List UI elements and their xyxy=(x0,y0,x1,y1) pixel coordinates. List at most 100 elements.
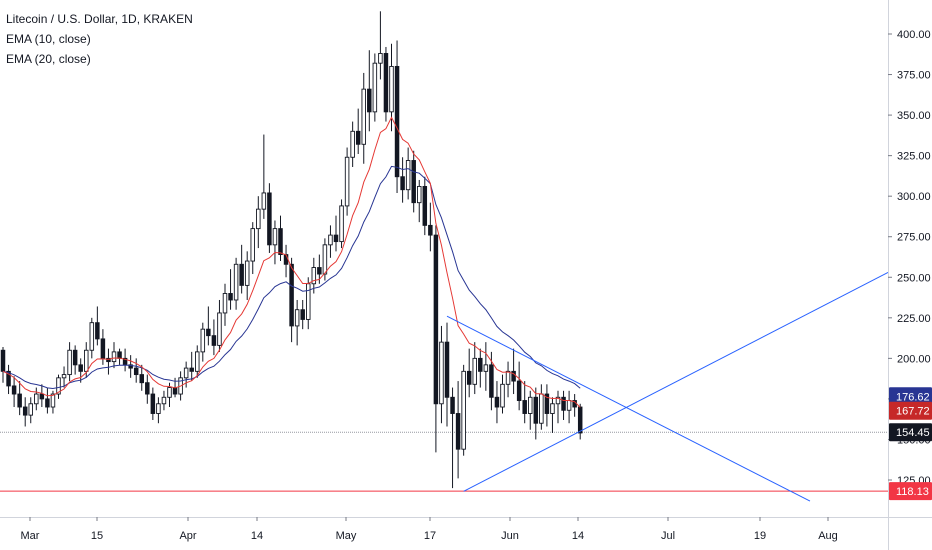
candle xyxy=(311,257,317,294)
candle xyxy=(555,390,561,424)
candle xyxy=(577,403,583,440)
candle-body xyxy=(555,396,561,405)
descending-trendline xyxy=(446,315,811,502)
candle-body xyxy=(278,228,283,256)
candle-body xyxy=(428,224,433,236)
candle-body xyxy=(78,364,83,372)
candle-body xyxy=(461,370,466,450)
candle-body xyxy=(383,53,389,113)
candle-body xyxy=(272,228,278,246)
candle xyxy=(139,364,144,391)
candle-body xyxy=(577,406,583,434)
candle xyxy=(544,384,550,427)
candle-body xyxy=(261,192,267,210)
support-price-badge[interactable]: 118.13 xyxy=(889,482,932,501)
ema20-legend[interactable]: EMA (20, close) xyxy=(6,52,91,66)
candle xyxy=(444,322,450,427)
candle-body xyxy=(394,65,400,178)
candle-body xyxy=(317,267,322,275)
candle xyxy=(34,387,39,411)
candle-body xyxy=(22,406,28,416)
candle-body xyxy=(72,349,78,366)
candle-body xyxy=(95,322,100,340)
time-tick-label: 17 xyxy=(424,530,436,542)
candle-body xyxy=(56,377,61,395)
candle xyxy=(111,342,117,369)
price-tick-label: 300.00 xyxy=(897,191,931,203)
candle-body xyxy=(339,205,344,243)
candle-body xyxy=(494,396,500,408)
candle-body xyxy=(45,398,50,408)
candle-body xyxy=(139,374,144,384)
candle-body xyxy=(133,367,139,376)
candle-body xyxy=(400,176,405,191)
symbol-title[interactable]: Litecoin / U.S. Dollar, 1D, KRAKEN xyxy=(6,12,193,26)
candle xyxy=(572,394,577,417)
candle-body xyxy=(561,396,566,411)
time-tick-label: Apr xyxy=(179,530,196,542)
last-price-badge[interactable]: 154.45 xyxy=(889,423,932,442)
candle xyxy=(394,40,400,193)
candle xyxy=(339,199,344,249)
ema20-price-badge-box xyxy=(889,387,932,406)
candle-body xyxy=(228,293,233,301)
candle-body xyxy=(361,88,367,145)
candle xyxy=(516,361,522,411)
price-axis[interactable]: 400.00 375.00 350.00 325.00 300.00 275.00 250.… xyxy=(888,0,931,550)
candle xyxy=(522,381,527,424)
ema10-price-badge-box xyxy=(889,401,932,420)
time-tick-label: Jul xyxy=(661,530,675,542)
candle-body xyxy=(83,349,89,372)
time-tick-label: Mar xyxy=(21,530,40,542)
candle xyxy=(67,342,72,382)
candle-body xyxy=(117,351,122,359)
ema10-price-badge[interactable]: 167.72 xyxy=(889,401,932,420)
candle-body xyxy=(150,393,156,414)
candle-body xyxy=(422,186,428,226)
candle xyxy=(306,277,311,330)
candle xyxy=(372,53,378,122)
candle xyxy=(478,348,483,388)
candle-body xyxy=(433,234,439,405)
candle xyxy=(566,390,572,424)
candle-body xyxy=(222,293,228,314)
candle xyxy=(361,72,367,164)
candle-body xyxy=(106,357,111,363)
candle-body xyxy=(183,367,189,379)
candle-body xyxy=(516,380,522,401)
candle-body xyxy=(267,192,272,246)
candle xyxy=(511,348,516,395)
candle xyxy=(433,225,439,453)
candle xyxy=(156,397,161,424)
candle-body xyxy=(333,234,339,243)
price-tick-label: 375.00 xyxy=(897,70,931,82)
candle-body xyxy=(411,160,416,204)
support-price-badge-box xyxy=(889,482,932,501)
candle xyxy=(428,202,433,252)
candle-body xyxy=(39,393,45,400)
candle xyxy=(561,390,566,420)
candle-body xyxy=(233,263,239,301)
time-tick-label: 14 xyxy=(572,530,584,542)
candle-body xyxy=(322,244,328,275)
candle xyxy=(289,257,294,343)
time-axis[interactable]: Mar 15 Apr 14 May 17 Jun 14 Jul 19 Aug xyxy=(0,517,932,542)
candle-body xyxy=(350,130,355,158)
candle xyxy=(250,222,255,275)
candle-body xyxy=(450,396,455,414)
candle-body xyxy=(417,186,422,204)
candle xyxy=(400,157,405,203)
ema10-legend[interactable]: EMA (10, close) xyxy=(6,32,91,46)
candle xyxy=(194,345,200,378)
candle xyxy=(222,283,228,326)
chart-legend: Litecoin / U.S. Dollar, 1D, KRAKEN EMA (… xyxy=(6,9,193,69)
price-tick-label: 350.00 xyxy=(897,110,931,122)
candle-body xyxy=(550,403,555,414)
ema20-price-badge[interactable]: 176.62 xyxy=(889,387,932,406)
candle-body xyxy=(505,370,511,385)
time-tick-label: 15 xyxy=(91,530,103,542)
price-badges: 176.62 167.72 154.45 118.13 xyxy=(889,387,932,501)
candle-body xyxy=(172,387,178,395)
candle xyxy=(72,345,78,375)
